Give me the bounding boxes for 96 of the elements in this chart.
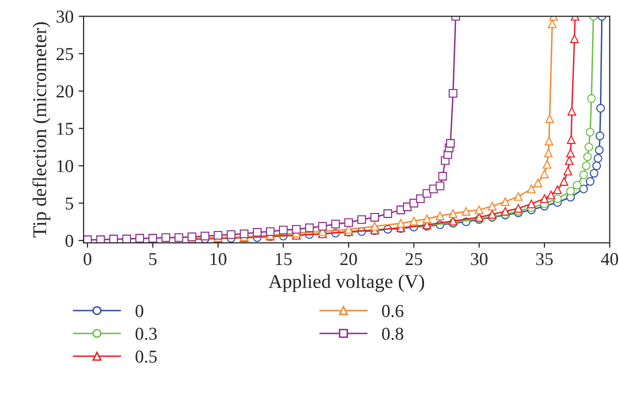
x-tick-label: 25 [406, 253, 422, 266]
point [540, 194, 549, 204]
point [594, 154, 602, 163]
point [331, 220, 340, 228]
point [553, 194, 562, 204]
point [370, 222, 380, 231]
point [500, 207, 510, 216]
point [410, 216, 418, 226]
y-tick-label: 5 [66, 198, 74, 210]
x-tick-label: 10 [210, 253, 226, 266]
point [422, 214, 432, 224]
point [587, 94, 596, 103]
point [500, 197, 510, 206]
point [544, 148, 553, 158]
point [566, 148, 575, 158]
point [135, 234, 144, 243]
point [542, 160, 552, 169]
point [436, 182, 444, 190]
point [596, 104, 605, 113]
point [546, 190, 556, 200]
point [596, 132, 604, 140]
legend-label: 0.5 [136, 350, 157, 363]
y-tick-label: 10 [57, 160, 74, 172]
x-tick-label: 40 [601, 253, 618, 266]
x-tick-label: 35 [536, 253, 553, 266]
point [109, 234, 118, 243]
point [568, 106, 576, 116]
x-tick-label: 15 [276, 253, 292, 266]
point [240, 229, 248, 238]
x-tick-label: 0 [84, 253, 92, 266]
point [570, 34, 579, 44]
point [462, 207, 470, 216]
point [586, 128, 594, 136]
x-tick-label: 5 [149, 253, 157, 266]
point [579, 184, 588, 194]
x-axis-title: Applied voltage (V) [268, 274, 424, 292]
point [474, 206, 484, 214]
legend-label: 0.6 [382, 304, 404, 318]
point [148, 234, 158, 243]
point [161, 233, 170, 242]
point [582, 161, 591, 170]
point [584, 142, 594, 152]
point [572, 180, 582, 190]
point [579, 170, 588, 180]
legend-label: 0.3 [136, 328, 157, 340]
point [560, 177, 568, 186]
point [370, 213, 380, 222]
point [318, 222, 327, 231]
point [448, 88, 458, 98]
point [305, 223, 314, 232]
point [266, 227, 275, 236]
x-tick-label: 20 [340, 253, 357, 266]
point [514, 204, 523, 213]
point [344, 218, 353, 227]
point [383, 209, 392, 218]
y-tick-label: 0 [66, 234, 74, 247]
point [566, 186, 575, 196]
point [488, 202, 497, 210]
x-tick-label: 30 [470, 253, 488, 266]
point [122, 234, 131, 243]
legend-label: 0.8 [382, 328, 404, 340]
point [448, 209, 458, 218]
point [545, 114, 554, 124]
point [553, 185, 562, 194]
point [252, 228, 262, 237]
legend-label: 0 [136, 304, 144, 318]
point [446, 139, 455, 148]
point [226, 230, 236, 239]
point [396, 218, 406, 228]
point [527, 184, 536, 194]
point [200, 232, 210, 240]
y-tick-label: 20 [56, 85, 74, 98]
point [566, 135, 576, 144]
y-tick-label: 15 [57, 122, 74, 135]
point [540, 170, 549, 178]
point [534, 178, 542, 188]
point [564, 166, 572, 176]
point [438, 172, 447, 181]
y-tick-label: 30 [56, 10, 74, 23]
point [590, 168, 598, 178]
point [544, 136, 554, 146]
point [583, 152, 592, 162]
point [174, 233, 184, 242]
point [436, 212, 444, 220]
point [592, 161, 601, 170]
point [527, 200, 536, 208]
point [96, 235, 105, 243]
point [586, 177, 594, 186]
y-tick-label: 25 [56, 48, 74, 60]
point [292, 224, 301, 234]
point [514, 192, 523, 201]
point [278, 226, 288, 234]
point [357, 215, 366, 224]
point [594, 146, 604, 154]
point [564, 156, 574, 165]
y-axis-title: Tip deflection (micrometer) [32, 22, 50, 238]
